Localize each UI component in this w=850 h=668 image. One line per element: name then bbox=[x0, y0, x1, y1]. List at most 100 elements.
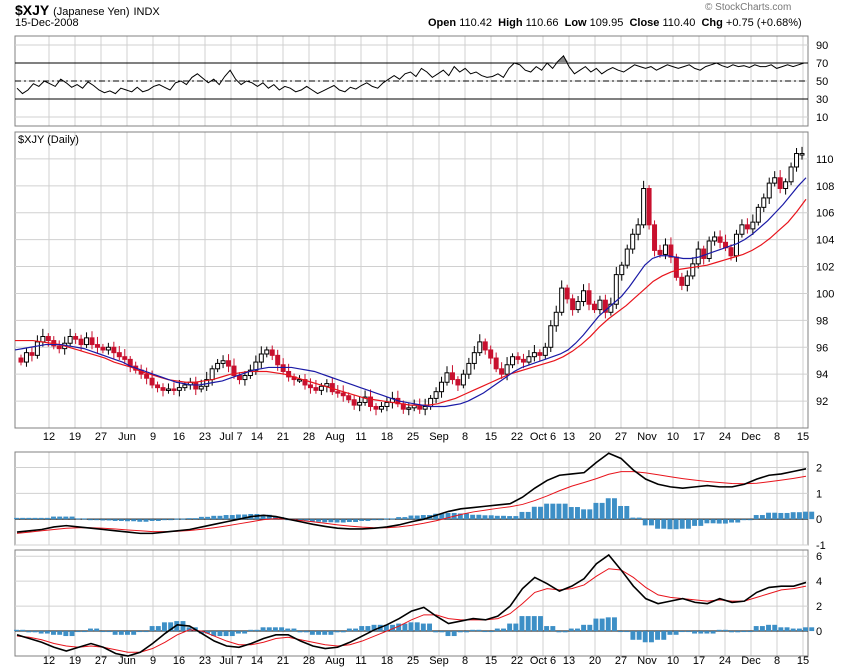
candle-body bbox=[67, 336, 73, 344]
macd-histogram-bar bbox=[538, 506, 543, 520]
macd-histogram-bar bbox=[161, 519, 167, 521]
macd-histogram-bar bbox=[685, 519, 691, 529]
macd-histogram-bar bbox=[340, 631, 346, 633]
pane-frame bbox=[14, 131, 809, 429]
macd-histogram-bar bbox=[716, 519, 722, 524]
macd-histogram-bar bbox=[667, 631, 673, 635]
candle-body bbox=[766, 182, 772, 199]
macd-histogram-bar bbox=[457, 513, 463, 520]
macd-histogram-bar bbox=[303, 519, 309, 521]
candle-body bbox=[215, 362, 221, 370]
macd-histogram-bar bbox=[513, 623, 519, 632]
macd-histogram-bar bbox=[784, 627, 790, 632]
candle-body bbox=[111, 346, 117, 354]
macd-histogram-bar bbox=[445, 631, 451, 637]
macd-histogram-bar bbox=[297, 631, 303, 633]
x-tick-label: 18 bbox=[381, 431, 393, 443]
candle-body bbox=[209, 368, 215, 381]
candle-body bbox=[362, 396, 368, 403]
macd-histogram-bar bbox=[636, 631, 642, 640]
candle-body bbox=[280, 364, 286, 372]
candle-body bbox=[482, 341, 488, 351]
candle-body bbox=[182, 384, 188, 389]
candle-body bbox=[520, 358, 526, 363]
x-tick-label: 8 bbox=[462, 655, 468, 667]
macd-histogram-bar bbox=[223, 631, 229, 637]
x-tick-label: 20 bbox=[589, 655, 601, 667]
macd-histogram-bar bbox=[568, 507, 574, 520]
candle-body bbox=[772, 177, 778, 184]
candle-body bbox=[586, 290, 592, 305]
x-tick-label: 14 bbox=[251, 655, 263, 667]
macd-histogram-bar bbox=[328, 519, 334, 523]
macd-histogram-bar bbox=[790, 512, 796, 520]
macd-histogram-bar bbox=[346, 628, 352, 632]
x-tick-label: 24 bbox=[719, 431, 731, 443]
macd-histogram-bar bbox=[476, 629, 482, 632]
x-tick-label: 16 bbox=[173, 655, 185, 667]
candle-body bbox=[575, 301, 581, 311]
macd-histogram-bar bbox=[186, 627, 192, 632]
macd-histogram-bar bbox=[365, 626, 371, 632]
macd-histogram-bar bbox=[704, 519, 710, 524]
macd-histogram-bar bbox=[229, 631, 235, 637]
candle-body bbox=[449, 372, 455, 381]
pane-frame bbox=[14, 451, 809, 546]
candle-body bbox=[466, 362, 472, 375]
x-tick-label: Nov bbox=[637, 431, 657, 443]
x-tick-label: 15 bbox=[797, 655, 809, 667]
candle-body bbox=[673, 256, 679, 278]
macd-histogram-bar bbox=[525, 511, 531, 520]
candle-body bbox=[384, 401, 390, 407]
macd-histogram-bar bbox=[402, 623, 408, 632]
macd-histogram-bar bbox=[26, 631, 32, 633]
macd-histogram-bar bbox=[673, 519, 679, 530]
macd-histogram-bar bbox=[753, 515, 759, 520]
candle-body bbox=[318, 385, 324, 391]
x-tick-label: 10 bbox=[667, 655, 679, 667]
candle-body bbox=[597, 299, 603, 311]
candle-body bbox=[269, 349, 275, 356]
price-tick-label: 96 bbox=[816, 342, 828, 354]
macd-histogram-bar bbox=[624, 631, 630, 633]
macd-histogram-bar bbox=[488, 631, 494, 633]
macd-histogram-bar bbox=[131, 519, 137, 522]
candle-body bbox=[346, 395, 352, 401]
candle-body bbox=[613, 274, 619, 305]
macd-histogram-bar bbox=[501, 628, 506, 632]
macd-histogram-bar bbox=[507, 516, 513, 520]
macd-histogram-bar bbox=[642, 519, 648, 526]
macd-histogram-bar bbox=[759, 515, 765, 520]
macd-histogram-bar bbox=[772, 624, 778, 632]
macd-histogram-bar bbox=[759, 626, 765, 632]
macd-histogram-bar bbox=[698, 519, 704, 526]
macd-signal-line bbox=[16, 568, 807, 653]
x-tick-label: 22 bbox=[511, 431, 523, 443]
macd-histogram-bar bbox=[796, 512, 802, 520]
macd-histogram-bar bbox=[445, 512, 451, 520]
macd-histogram-bar bbox=[168, 622, 174, 632]
macd-histogram-bar bbox=[470, 514, 476, 520]
macd-histogram-bar bbox=[722, 519, 728, 524]
candle-body bbox=[198, 385, 204, 390]
x-tick-label: 17 bbox=[693, 431, 705, 443]
candle-body bbox=[761, 197, 767, 208]
candle-body bbox=[176, 387, 182, 391]
candle-body bbox=[646, 188, 652, 226]
macd-histogram-bar bbox=[118, 631, 124, 635]
macd-histogram-bar bbox=[88, 628, 93, 632]
x-tick-label: 23 bbox=[199, 431, 211, 443]
candle-body bbox=[40, 336, 46, 343]
macd-histogram-bar bbox=[766, 624, 771, 632]
macd-histogram-bar bbox=[69, 516, 75, 520]
candle-body bbox=[297, 379, 303, 382]
macd-histogram-bar bbox=[353, 628, 359, 632]
x-tick-label: Jul 7 bbox=[219, 655, 242, 667]
candle-body bbox=[264, 349, 270, 355]
macd-histogram-bar bbox=[544, 626, 550, 632]
macd-histogram-bar bbox=[612, 498, 617, 520]
x-tick-label: 8 bbox=[462, 431, 468, 443]
macd-histogram-bar bbox=[630, 517, 636, 520]
macd-histogram-bar bbox=[334, 631, 340, 633]
pane-frame bbox=[14, 549, 809, 657]
